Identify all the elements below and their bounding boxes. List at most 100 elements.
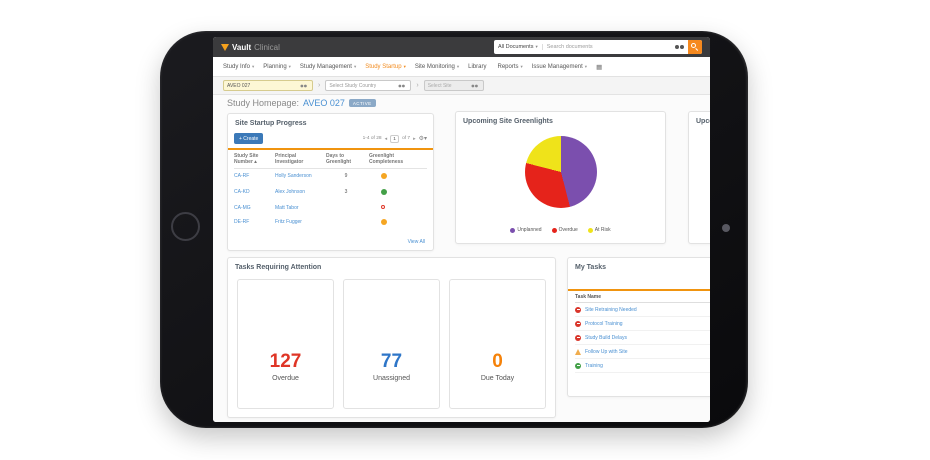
binoculars-icon [300,83,308,87]
table-row: CA-MG Matt Tabor [234,201,427,215]
nav-item-library[interactable]: Library [468,63,487,70]
legend-item-at-risk: At Risk [587,227,611,233]
overdue-status-icon [575,334,581,341]
complete-status-icon [575,362,581,369]
study-country-select[interactable]: Select Study Country [325,80,412,91]
greenlights-pie-chart [524,136,597,208]
site-select[interactable]: Select Site [423,80,484,91]
camera-icon [722,224,730,232]
page-title: Study Homepage: AVEO 027 ACTIVE [227,98,376,108]
main-nav: Study Info ▾ Planning ▾ Study Management ▾ … [213,57,710,77]
logo-secondary-text: Clinical [254,42,280,52]
task-link[interactable]: Follow Up with Site [585,348,628,355]
nav-grid-icon[interactable]: ▦ [596,63,603,71]
chevron-down-icon: ▾ [403,63,406,69]
due-today-count: 0 [492,351,503,372]
chevron-right-icon: › [318,82,321,89]
tasks-requiring-attention-panel: Tasks Requiring Attention 127 Overdue 77… [227,257,556,418]
magnifier-icon [691,43,696,48]
column-days-to-greenlight[interactable]: Days to Greenlight [326,153,352,165]
pi-link[interactable]: Alex Johnson [275,189,306,195]
my-tasks-panel: My Tasks Task Name Site Retraining Neede… [567,257,710,397]
table-row: CA-RF Holly Sanderson 9 [234,169,427,185]
column-greenlight-completeness[interactable]: Greenlight Completeness [369,153,404,165]
days-value: 9 [344,173,348,179]
clipped-right-panel: Upcoming [688,111,710,244]
search-scope-dropdown[interactable]: All Documents ▾ [498,44,543,50]
site-number-link[interactable]: CA-MG [234,205,251,211]
pagination-range: 1-4 of 28 [362,136,382,141]
nav-item-study-startup[interactable]: Study Startup ▾ [365,63,406,70]
greenlight-status-icon [381,219,387,225]
site-number-link[interactable]: CA-KD [234,189,250,195]
warning-status-icon [575,348,581,355]
task-link[interactable]: Training [585,362,603,369]
greenlight-status-icon [381,173,387,179]
gear-icon[interactable]: ⚙▾ [418,136,427,142]
greenlight-status-icon [381,189,387,195]
nav-item-site-monitoring[interactable]: Site Monitoring ▾ [414,63,460,70]
nav-item-planning[interactable]: Planning ▾ [263,63,291,70]
nav-item-study-info[interactable]: Study Info ▾ [223,63,255,70]
legend-dot-icon [510,227,516,233]
task-link[interactable]: Study Build Delays [585,334,627,341]
site-number-link[interactable]: CA-RF [234,173,250,179]
overdue-status-icon [575,320,581,327]
page-number-input[interactable]: 1 [390,134,400,143]
home-button[interactable] [171,212,200,241]
column-principal-investigator[interactable]: Principal Investigator [275,153,304,165]
site-number-link[interactable]: DE-RF [234,219,250,225]
chevron-down-icon: ▾ [456,63,460,69]
chevron-right-icon: › [416,82,419,89]
next-page-icon[interactable]: ▸ [413,135,416,142]
study-link[interactable]: AVEO 027 [303,98,345,108]
list-item: Training [575,359,710,373]
unassigned-count: 77 [380,351,403,372]
accent-divider [228,148,433,150]
task-link[interactable]: Site Retraining Needed [585,306,637,313]
sort-asc-icon: ▴ [254,159,257,165]
pie-legend: Unplanned Overdue At Risk [456,227,665,233]
table-header-row: Study Site Number ▴ Principal Investigat… [234,150,427,169]
table-row: CA-KD Alex Johnson 3 [234,185,427,201]
site-startup-progress-panel: Site Startup Progress + Create 1-4 of 28… [227,113,434,251]
table-toolbar: + Create 1-4 of 28 ◂ 1 of 7 ▸ ⚙▾ [228,131,433,148]
create-button[interactable]: + Create [234,133,264,144]
page-count: of 7 [402,136,411,141]
search-button[interactable] [688,40,702,54]
task-name-column-header[interactable]: Task Name [575,291,710,303]
overdue-status-icon [575,306,581,313]
view-all-link[interactable]: View All [407,239,425,245]
greenlight-status-icon [381,205,385,209]
app-screen: Vault Clinical All Documents ▾ Search do… [213,37,710,422]
binoculars-icon [471,83,478,87]
chevron-down-icon: ▾ [353,63,357,69]
table-row: DE-RF Fritz Fugger [234,215,427,231]
pi-link[interactable]: Holly Sanderson [275,173,312,179]
nav-item-issue-management[interactable]: Issue Management ▾ [531,63,588,70]
stat-card-due-today: 0 Due Today [449,279,546,409]
dashboard-content: Study Homepage: AVEO 027 ACTIVE Site Sta… [213,95,710,422]
vault-logo-icon [221,43,229,51]
pi-link[interactable]: Matt Tabor [275,205,299,211]
nav-item-reports[interactable]: Reports ▾ [497,63,523,70]
legend-dot-icon [587,227,593,233]
top-bar: Vault Clinical All Documents ▾ Search do… [213,37,710,57]
search-scope-label: All Documents [498,44,534,50]
global-search-bar: All Documents ▾ Search documents [494,40,702,54]
nav-item-study-management[interactable]: Study Management ▾ [299,63,357,70]
stat-card-unassigned: 77 Unassigned [343,279,440,409]
study-select[interactable]: AVEO 027 [223,80,313,91]
pi-link[interactable]: Fritz Fugger [275,219,302,225]
status-badge: ACTIVE [348,99,376,107]
logo-primary-text: Vault [232,42,252,52]
column-site-number[interactable]: Study Site Number ▴ [234,153,259,165]
search-input[interactable]: Search documents [546,44,593,50]
prev-page-icon[interactable]: ◂ [384,135,388,142]
pagination: 1-4 of 28 ◂ 1 of 7 ▸ ⚙▾ [362,134,427,143]
task-link[interactable]: Protocol Training [585,320,623,327]
binoculars-icon[interactable] [675,44,685,50]
list-item: Protocol Training [575,317,710,331]
chevron-down-icon: ▾ [252,63,255,69]
